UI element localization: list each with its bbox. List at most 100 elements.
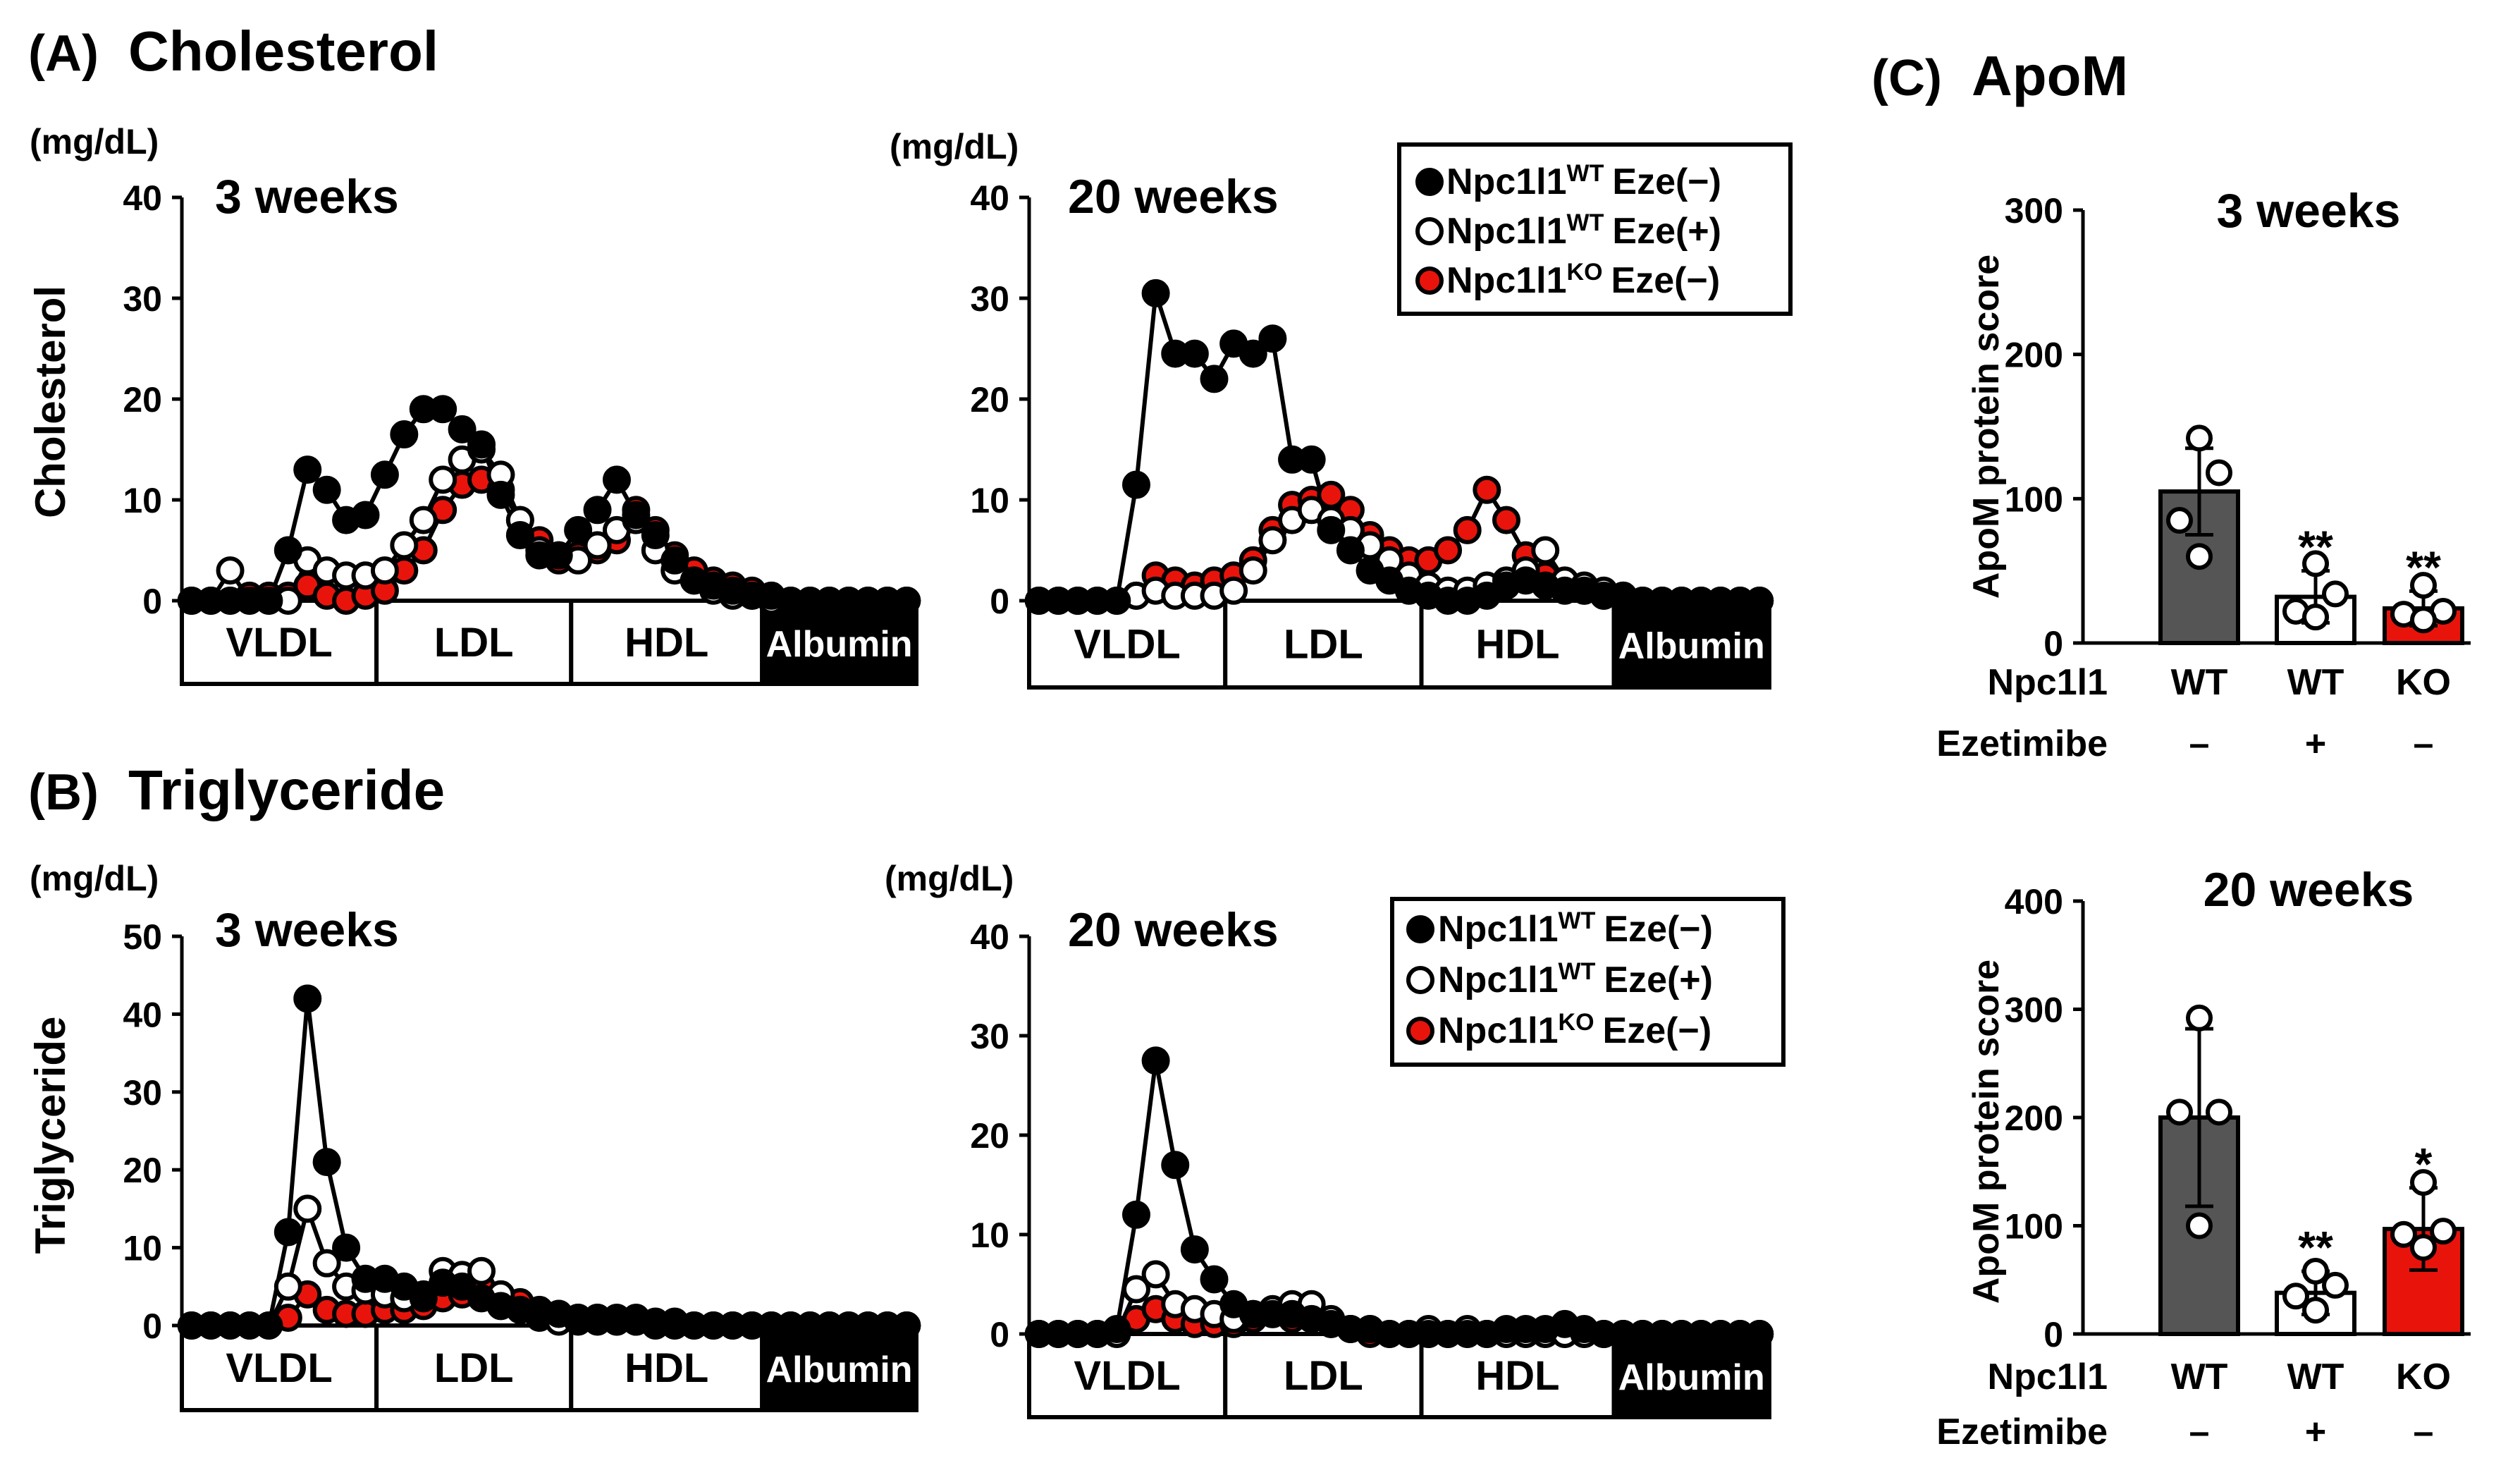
data-point-black [660,546,689,575]
individual-point [2186,543,2213,570]
data-point-black [602,465,631,494]
individual-point [2410,572,2437,599]
individual-point [2430,1218,2457,1245]
chart-b1: 0 10 20 30 40 50 VLDL LDL HDL Albumin [123,917,921,1412]
data-point-black [564,515,593,544]
fraction-label: Albumin [1618,1357,1765,1398]
y-tick-label: 20 [123,1151,162,1190]
data-point-black [312,1148,341,1177]
panel-a-title: Cholesterol [128,20,438,82]
data-point-white [1531,536,1560,565]
y-tick-label: 40 [123,995,162,1034]
individual-point [2186,1004,2213,1032]
data-point-white [1121,1275,1150,1304]
ezetimibe-label: + [2305,723,2326,764]
data-point-white [293,1194,322,1223]
panel-b-label: (B) [28,764,99,821]
legend-sup-wt: WT [1559,907,1596,934]
fraction-label: LDL [434,1345,514,1391]
data-point-black [390,420,419,449]
fraction-box [1027,599,1228,690]
c2-title: 20 weeks [2204,863,2414,917]
individual-point [2302,1297,2329,1324]
a1-unit: (mg/dL) [30,122,159,161]
fraction-label: VLDL [1074,622,1180,668]
data-point-black [1180,339,1209,368]
data-point-black [1121,470,1150,499]
b2-title: 20 weeks [1068,903,1279,957]
c2-ylabel: ApoM protein score [1966,960,2007,1304]
fraction-label: VLDL [1074,1353,1180,1399]
significance-mark: ** [2298,1222,2333,1273]
legend-entry-ko-eze-neg: Npc1l1KO Eze(−) [1446,259,1720,301]
panel-c-label: (C) [1871,50,1942,106]
data-point-black [429,395,457,424]
legend-gene: Npc1l1 [1446,211,1567,252]
y-tick-label: 30 [123,279,162,319]
panel-a-label: (A) [28,25,99,82]
data-point-black [312,475,341,504]
data-point-red [1453,515,1482,544]
individual-point [2322,1271,2349,1299]
legend-eze: Eze(+) [1604,960,1713,1000]
legend-sup-ko: KO [1559,1009,1594,1036]
y-tick-label: 0 [142,582,162,621]
legend-entry-wt-eze-neg: Npc1l1WT Eze(−) [1446,160,1721,202]
a-ylabel: Cholesterol [27,286,74,518]
data-point-black [273,536,302,565]
legend-b2: Npc1l1WT Eze(−) Npc1l1WT Eze(+) Npc1l1KO Ez… [1390,897,1785,1067]
a2-unit: (mg/dL) [890,127,1019,166]
panel-c-title: ApoM [1972,44,2128,107]
y-tick-label: 20 [123,380,162,420]
y-tick-label: 0 [142,1306,162,1346]
y-tick-label: 30 [970,279,1009,319]
data-point-black [273,1218,302,1247]
data-point-black [370,460,399,489]
significance-mark: ** [2406,541,2441,592]
data-point-red [1492,506,1520,534]
data-point-black [293,984,322,1013]
data-point-black [1141,278,1170,307]
y-tick-label: 30 [970,1017,1009,1056]
legend-entry-ko-eze-neg: Npc1l1KO Eze(−) [1438,1009,1711,1051]
series-line [191,996,907,1328]
individual-point [2166,507,2193,534]
y-tick-label: 200 [2005,336,2063,375]
ezetimibe-label: – [2414,723,2434,764]
y-tick-label: 30 [123,1073,162,1113]
legend-sup-wt: WT [1559,958,1596,985]
data-point-black [332,1233,361,1262]
fraction-box [1611,1332,1771,1419]
b2-unit: (mg/dL) [885,859,1014,898]
ezetimibe-label: – [2189,723,2210,764]
individual-point [2302,550,2329,577]
individual-point [2186,1212,2213,1239]
data-point-black [1297,445,1326,474]
data-point-black [293,455,322,484]
fraction-box [1611,599,1771,690]
ezetimibe-label: – [2189,1412,2210,1452]
data-point-black [1745,1320,1774,1348]
legend-eze: Eze(−) [1604,909,1713,950]
y-tick-label: 400 [2005,882,2063,922]
data-point-black [641,521,670,550]
ezetimibe-label: + [2305,1412,2326,1452]
data-point-white [1219,576,1248,605]
data-point-black [622,501,651,530]
individual-point [2206,459,2232,486]
legend-gene: Npc1l1 [1446,260,1567,301]
legend-a2: Npc1l1WT Eze(−) Npc1l1WT Eze(+) Npc1l1KO Ez… [1397,142,1793,316]
fraction-box [1027,1332,1228,1419]
data-point-white [273,1272,302,1301]
fraction-label: HDL [1475,1353,1559,1399]
data-point-red [1434,536,1463,565]
panel-b-title: Triglyceride [128,759,445,821]
y-tick-label: 20 [970,1116,1009,1156]
individual-point [2282,1283,2309,1310]
c1-ylabel: ApoM protein score [1966,255,2007,599]
data-point-black [254,587,283,615]
data-point-white [1258,526,1287,555]
data-point-black [544,541,573,570]
data-point-white [583,531,612,560]
data-point-white [370,556,399,585]
